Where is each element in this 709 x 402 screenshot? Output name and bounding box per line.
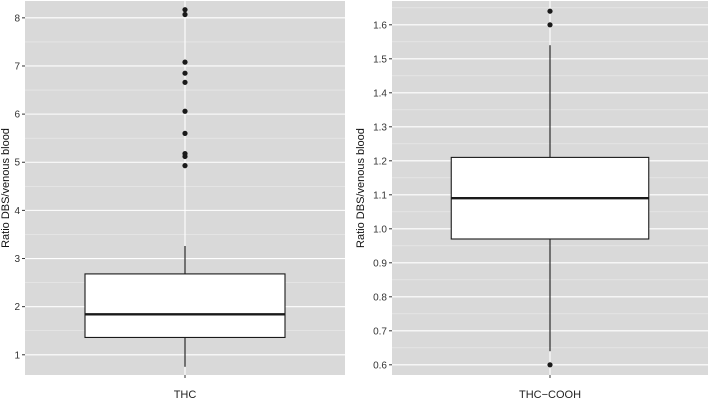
y-tick-label: 1.2 [373,156,387,167]
y-tick-label: 1.4 [373,88,387,99]
x-tick-label: THC−COOH [519,389,581,401]
outlier-point [182,108,188,114]
outlier-point [547,8,553,14]
outlier-point [182,7,188,13]
y-tick-label: 0.7 [373,326,387,337]
outlier-point [547,22,553,28]
outlier-point [547,362,553,368]
x-tick-label: THC [174,389,197,401]
y-tick-label: 0.9 [373,258,387,269]
y-tick-label: 1.1 [373,190,387,201]
y-tick-label: 1.0 [373,224,387,235]
y-axis-title: Ratio DBS/venous blood [355,128,367,248]
y-tick-label: 1.3 [373,122,387,133]
y-tick-label: 2 [14,302,20,313]
y-tick-label: 1 [14,350,20,361]
chart-thc-cooh: 0.6 0.7 0.8 0.9 1.0 1.1 1.2 1.3 1.4 1.5 1.6 THC−COO… [355,1,708,401]
y-tick-label: 1.5 [373,54,387,65]
outlier-point [182,59,188,65]
y-tick-label: 8 [14,13,20,24]
y-tick-label: 5 [14,158,20,169]
outlier-point [182,70,188,76]
y-tick-label: 4 [14,206,20,217]
outlier-point [182,150,188,157]
chart-thc: 1 2 3 4 5 6 7 8 THC Ratio DBS/venous blood [0,1,345,401]
outlier-point [182,130,188,136]
y-tick-label: 6 [14,110,20,121]
y-tick-label: 0.6 [373,360,387,371]
y-tick-label: 0.8 [373,292,387,303]
outlier-point [182,163,188,169]
y-axis-title: Ratio DBS/venous blood [0,128,12,248]
y-tick-label: 3 [14,254,20,265]
outlier-point [182,79,188,85]
y-tick-label: 7 [14,61,20,72]
box-iqr [84,273,286,339]
outlier-point [182,11,188,18]
y-tick-label: 1.6 [373,20,387,31]
